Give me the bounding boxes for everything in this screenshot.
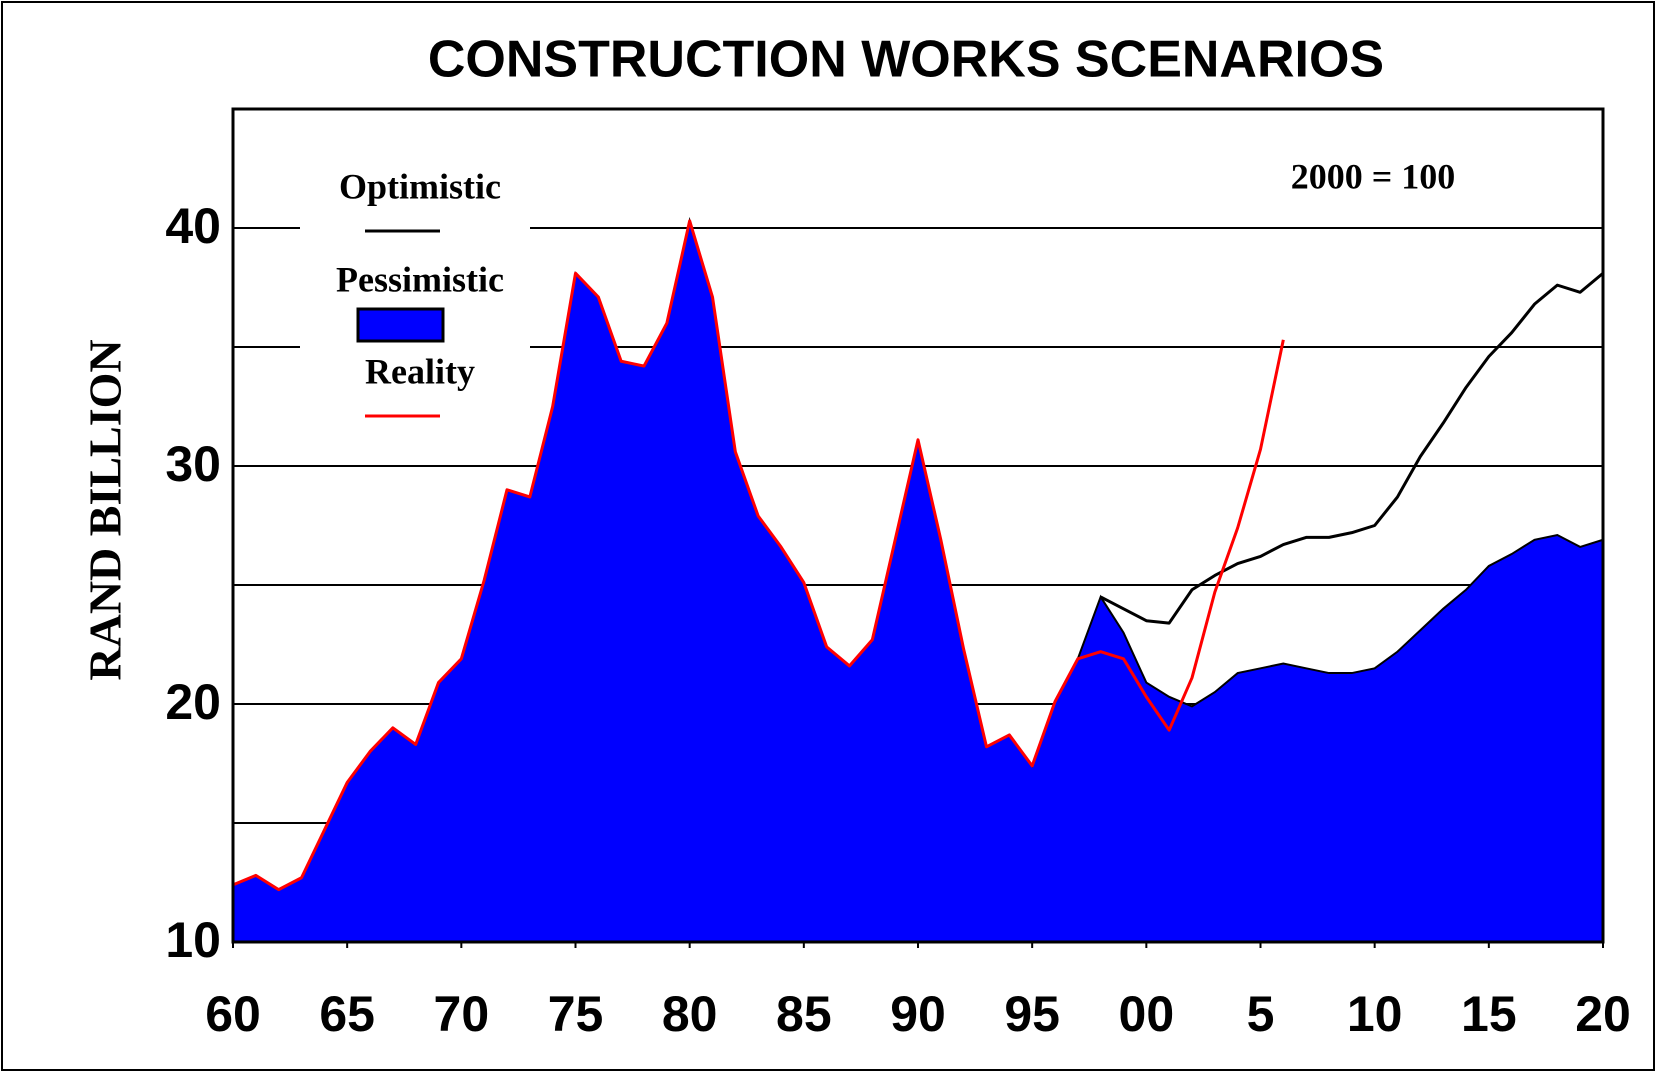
chart-title: CONSTRUCTION WORKS SCENARIOS bbox=[428, 31, 1384, 89]
legend-label: Reality bbox=[365, 351, 475, 391]
x-tick-label: 65 bbox=[319, 986, 375, 1042]
x-tick-label: 85 bbox=[776, 986, 832, 1042]
x-tick-label: 00 bbox=[1119, 986, 1175, 1042]
x-tick-label: 5 bbox=[1247, 986, 1275, 1042]
annotation: 2000 = 100 bbox=[1291, 156, 1456, 196]
x-tick-label: 15 bbox=[1461, 986, 1517, 1042]
y-tick-label: 20 bbox=[165, 674, 221, 730]
x-tick-label: 60 bbox=[205, 986, 261, 1042]
x-tick-label: 95 bbox=[1004, 986, 1060, 1042]
legend-label: Pessimistic bbox=[336, 259, 504, 299]
line bbox=[1099, 272, 1604, 625]
y-tick-label: 40 bbox=[165, 198, 221, 254]
x-tick-label: 80 bbox=[662, 986, 718, 1042]
y-tick-label: 10 bbox=[165, 912, 221, 968]
legend-swatch bbox=[356, 307, 445, 343]
x-tick-label: 75 bbox=[548, 986, 604, 1042]
x-tick-label: 90 bbox=[890, 986, 946, 1042]
x-tick-label: 20 bbox=[1575, 986, 1631, 1042]
x-tick-label: 10 bbox=[1347, 986, 1403, 1042]
legend: Optimistic Pessimistic Reality bbox=[300, 150, 530, 440]
line bbox=[232, 219, 1285, 892]
x-tick-label: 70 bbox=[434, 986, 490, 1042]
y-tick-label: 30 bbox=[165, 436, 221, 492]
plot: 10 20 30 40 60 65 70 75 80 85 90 95 00 5 10 15 20 2000 = … bbox=[165, 107, 1631, 1042]
legend-label: Optimistic bbox=[339, 166, 501, 206]
y-axis-label: RAND BILLION bbox=[80, 339, 131, 680]
legend-background bbox=[300, 150, 530, 440]
